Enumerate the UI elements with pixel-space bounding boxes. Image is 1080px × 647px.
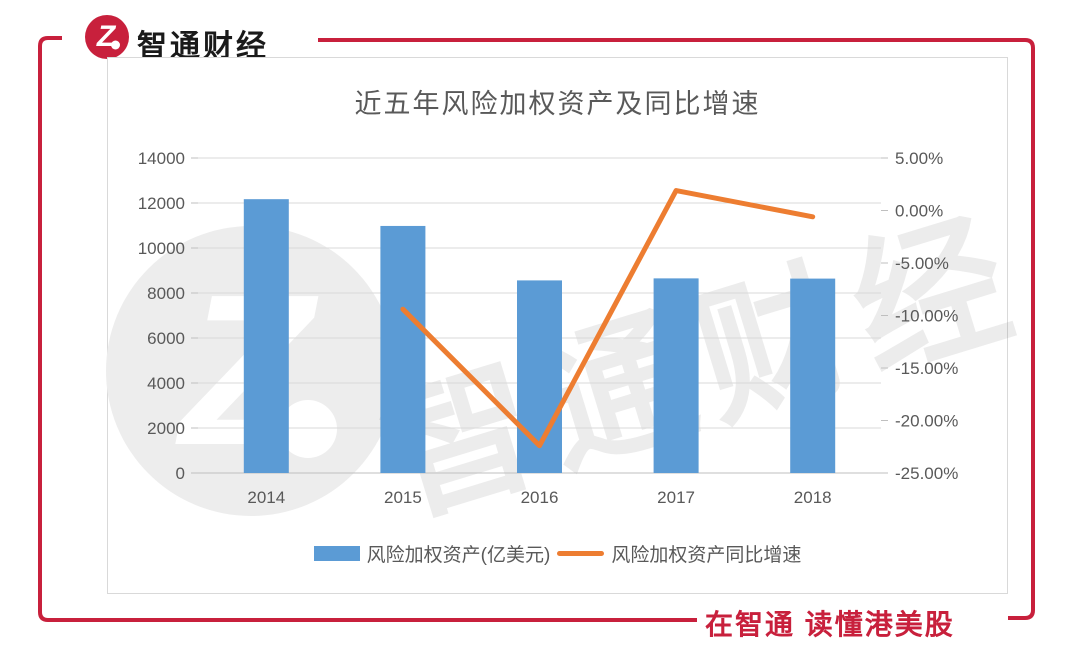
x-axis-label: 2018 (794, 488, 832, 507)
left-axis-label: 2000 (147, 419, 185, 438)
left-axis-label: 12000 (138, 194, 185, 213)
x-axis-label: 2017 (657, 488, 695, 507)
right-axis-label: 5.00% (895, 149, 943, 168)
chart-title: 近五年风险加权资产及同比增速 (354, 89, 761, 119)
bar-2018 (790, 278, 836, 473)
chart-legend: 风险加权资产(亿美元) 风险加权资产同比增速 (108, 540, 1007, 567)
legend-line-label: 风险加权资产同比增速 (611, 545, 802, 566)
logo-dot (111, 40, 120, 50)
growth-line (400, 188, 816, 449)
right-axis-label: -5.00% (895, 254, 949, 273)
x-axis-label: 2016 (521, 488, 559, 507)
right-axis-label: -25.00% (895, 464, 958, 483)
bar-2014 (243, 199, 289, 474)
chart-panel: Z 智通财经 近五年风险加权资产及同比增速 140001200010000800… (106, 57, 1040, 594)
bar-2017 (653, 278, 699, 473)
right-axis-label: -10.00% (895, 307, 958, 326)
right-axis-label: 0.00% (895, 202, 943, 221)
left-axis-label: 4000 (147, 374, 185, 393)
legend-bar-label: 风险加权资产(亿美元) (366, 545, 551, 566)
bar-2015 (380, 225, 426, 473)
chart-canvas: 14000 12000 10000 8000 6000 4000 2000 0 5.00% 0.0… (138, 149, 959, 507)
watermark-logo-dot (279, 400, 337, 458)
left-axis-label: 14000 (138, 149, 185, 168)
x-axis-label: 2014 (247, 488, 285, 507)
x-axis-label: 2015 (384, 488, 422, 507)
left-axis-label: 8000 (147, 284, 185, 303)
line-series-swatch-icon (557, 551, 605, 556)
zhitong-logo-icon: Z (85, 15, 129, 59)
left-axis-label: 10000 (138, 239, 185, 258)
bar-series-swatch-icon (313, 546, 360, 561)
left-axis-label: 6000 (147, 329, 185, 348)
right-axis-label: -15.00% (895, 359, 958, 378)
left-axis-label: 0 (176, 464, 185, 483)
brand-tagline: 在智通 读懂港美股 (705, 609, 955, 640)
right-axis-label: -20.00% (895, 412, 958, 431)
